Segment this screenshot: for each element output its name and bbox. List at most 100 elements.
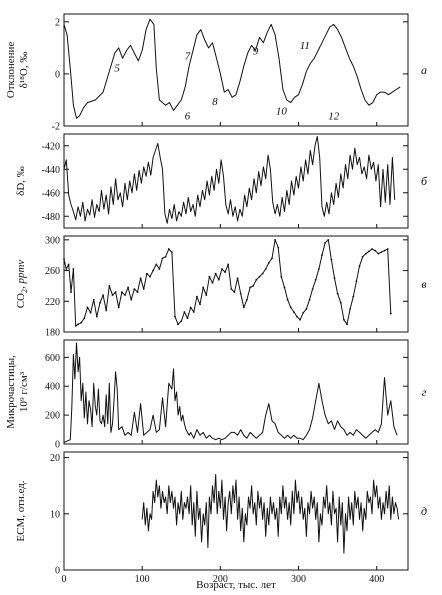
data-point [258, 275, 261, 278]
plot-frame [63, 133, 409, 229]
data-point [358, 265, 361, 267]
y-tick-label: 0 [55, 69, 60, 80]
data-point [352, 295, 355, 298]
y-axis-label: CO2, ppmv [15, 260, 29, 309]
data-point [221, 268, 223, 270]
data-point [289, 306, 292, 309]
data-point [317, 268, 320, 270]
series-line [63, 239, 392, 327]
data-point [327, 238, 330, 241]
data-point [136, 291, 139, 293]
stage-annotation: 7 [185, 51, 191, 63]
data-point [311, 288, 314, 290]
data-point [255, 278, 258, 281]
data-point [361, 255, 364, 258]
y-tick-label: 180 [45, 328, 60, 339]
data-point [127, 286, 130, 289]
y-tick-label: -420 [42, 141, 60, 152]
series-line [141, 474, 400, 554]
data-point [105, 309, 108, 312]
data-point [214, 272, 217, 275]
data-point [155, 263, 158, 266]
data-point [314, 278, 317, 281]
data-point [261, 272, 264, 275]
data-point [336, 292, 339, 295]
data-point [208, 275, 211, 278]
data-point [170, 251, 173, 254]
data-point [196, 295, 198, 298]
y-tick-label: -480 [42, 212, 60, 223]
data-point [274, 238, 276, 241]
y-axis-label: Отклонение [5, 42, 17, 99]
data-point [186, 317, 189, 320]
data-point [161, 257, 164, 260]
panel-2: -420 -440 -460 -480 δD, ‰ б [15, 133, 428, 229]
y-axis-label: Микрочастицы, [5, 355, 17, 429]
data-point [252, 285, 255, 287]
data-point [92, 298, 95, 301]
data-point [72, 268, 75, 270]
data-point [192, 311, 195, 313]
data-point [80, 321, 83, 324]
y-axis-label: 10⁹ г/см³ [18, 371, 30, 412]
data-point [302, 311, 305, 314]
plot-frame [63, 339, 409, 445]
x-tick-label: 0 [62, 574, 67, 585]
data-point [145, 272, 148, 275]
series-line [63, 342, 398, 444]
y-tick-label: 10 [50, 509, 60, 520]
data-point [65, 268, 68, 270]
data-point [152, 269, 155, 272]
plot-frame [63, 235, 409, 333]
data-point [102, 294, 104, 297]
y-tick-label: 220 [45, 297, 60, 308]
data-point [211, 281, 214, 284]
data-point [277, 246, 280, 249]
data-point [233, 291, 236, 293]
stage-annotation: 9 [253, 45, 259, 57]
y-axis-label-main: CO [15, 293, 27, 308]
data-point [86, 306, 89, 309]
panel-letter: г [422, 385, 427, 399]
data-point [63, 258, 65, 260]
data-point [217, 278, 220, 281]
x-tick-label: 300 [291, 574, 306, 585]
data-point [67, 263, 70, 266]
data-point [139, 277, 142, 280]
data-point [108, 285, 111, 287]
data-point [374, 249, 377, 252]
data-point [130, 298, 133, 301]
data-point [368, 250, 370, 253]
y-tick-label: 260 [45, 266, 60, 277]
data-point [199, 303, 201, 306]
series-line [63, 18, 401, 119]
data-point [330, 258, 333, 261]
data-point [246, 298, 248, 301]
data-point [371, 248, 373, 250]
data-point [280, 275, 283, 278]
panel-3: 300 260 220 180 CO2, ppmv в [15, 235, 427, 338]
panel-letter: б [421, 174, 428, 188]
y-axis-label-unit: , ppmv [15, 260, 27, 289]
y-axis-label-sub: 2 [20, 289, 29, 293]
data-point [236, 277, 239, 280]
data-point [383, 249, 386, 252]
x-tick-label: 400 [369, 574, 384, 585]
panel-1: 2 0 -2 Отклонение δ¹⁸O, ‰ а 5 6 7 8 9 10 11 12 [5, 13, 427, 133]
data-point [324, 242, 327, 244]
data-point [99, 301, 101, 304]
data-point [164, 255, 167, 258]
data-point [296, 315, 298, 318]
y-tick-label: 400 [45, 382, 60, 393]
data-point [267, 261, 270, 264]
data-point [117, 306, 120, 309]
y-tick-label: -2 [52, 122, 60, 133]
y-tick-label: 300 [45, 235, 60, 246]
data-point [249, 286, 251, 289]
y-axis-label: ECM, отн.ед. [15, 480, 27, 541]
data-point [202, 286, 205, 289]
y-tick-label: 20 [50, 453, 60, 464]
data-point [142, 288, 145, 290]
data-point [183, 311, 186, 313]
